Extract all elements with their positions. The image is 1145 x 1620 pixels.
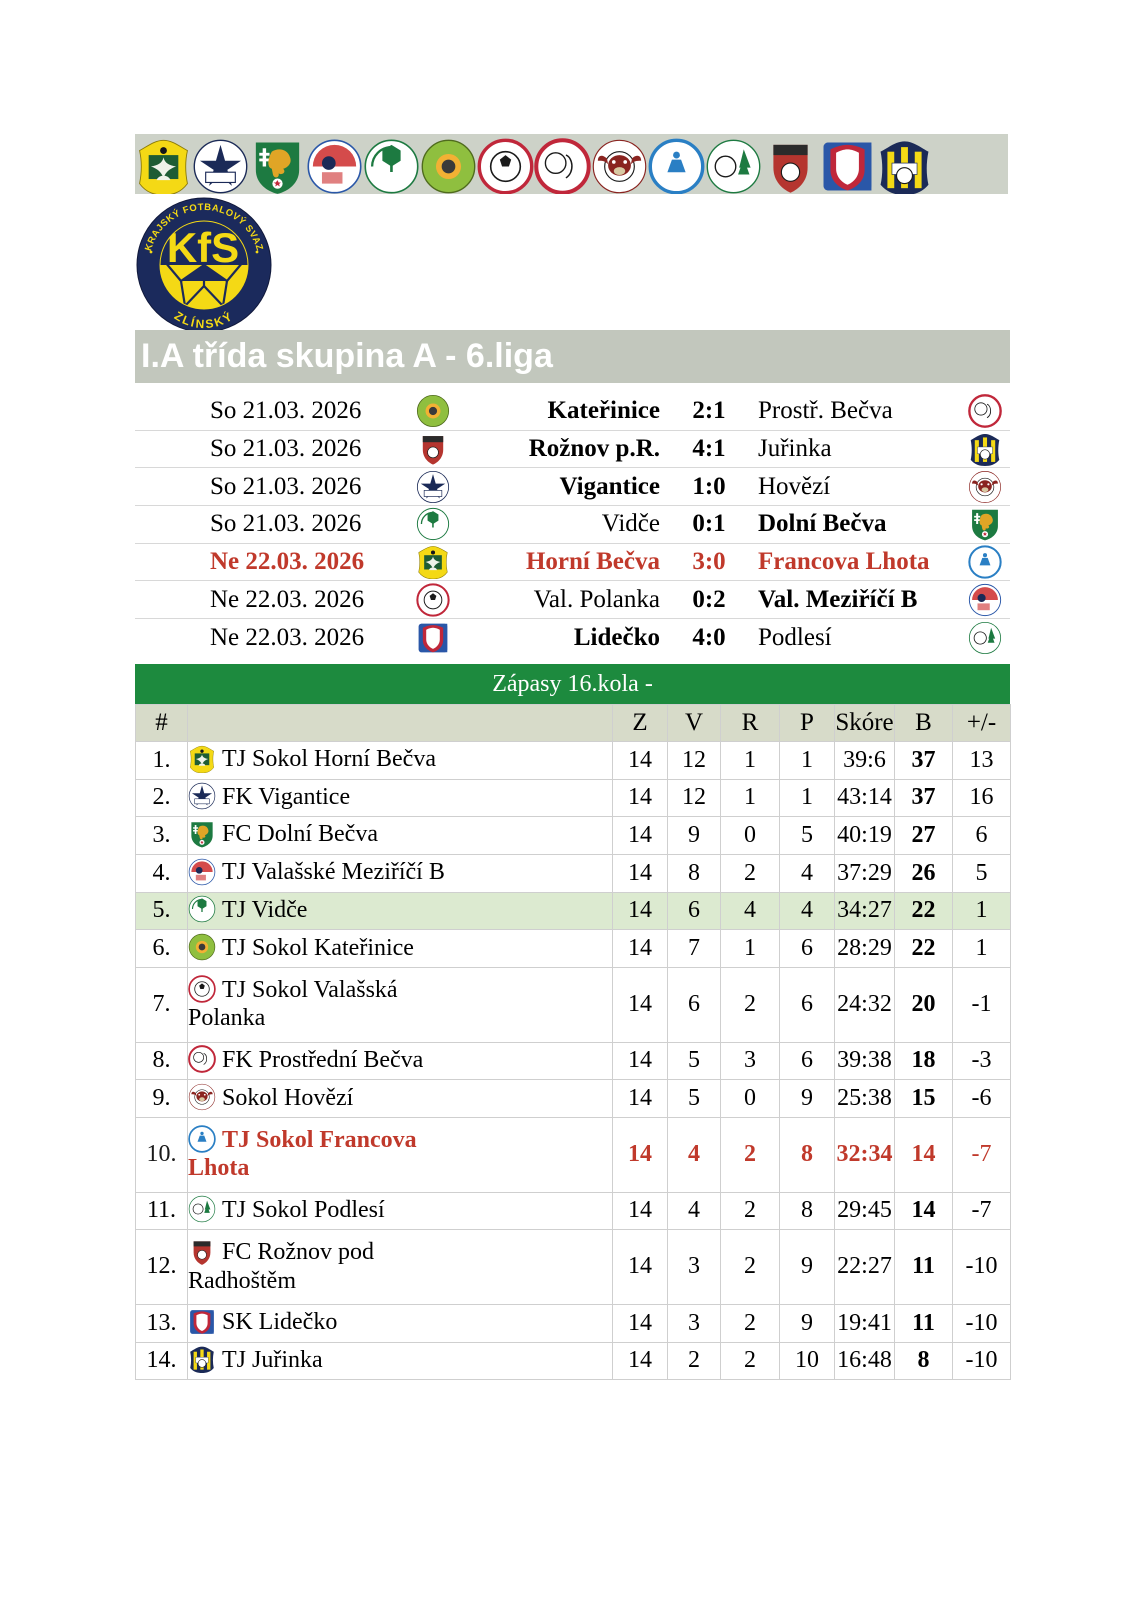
svg-text:KfS: KfS <box>167 224 239 271</box>
